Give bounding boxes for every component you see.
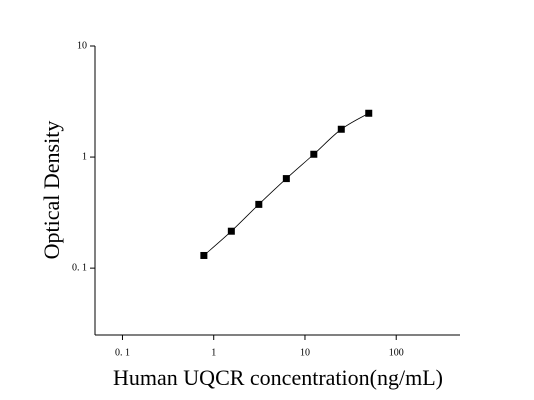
y-tick-label: 1 bbox=[82, 151, 87, 162]
data-point bbox=[227, 227, 235, 235]
data-point bbox=[200, 251, 208, 259]
x-axis-title: Human UQCR concentration(ng/mL) bbox=[113, 365, 443, 390]
x-tick-label: 1 bbox=[211, 347, 216, 358]
data-point bbox=[365, 109, 373, 117]
y-axis-title: Optical Density bbox=[39, 121, 64, 260]
data-point bbox=[255, 200, 263, 208]
x-tick-label: 0. 1 bbox=[115, 347, 130, 358]
y-tick-label: 0. 1 bbox=[72, 262, 87, 273]
y-tick-label: 10 bbox=[77, 40, 87, 51]
data-point bbox=[337, 125, 345, 133]
data-point bbox=[282, 175, 290, 183]
x-tick-label: 100 bbox=[389, 347, 404, 358]
data-point bbox=[310, 150, 318, 158]
x-tick-label: 10 bbox=[300, 347, 310, 358]
